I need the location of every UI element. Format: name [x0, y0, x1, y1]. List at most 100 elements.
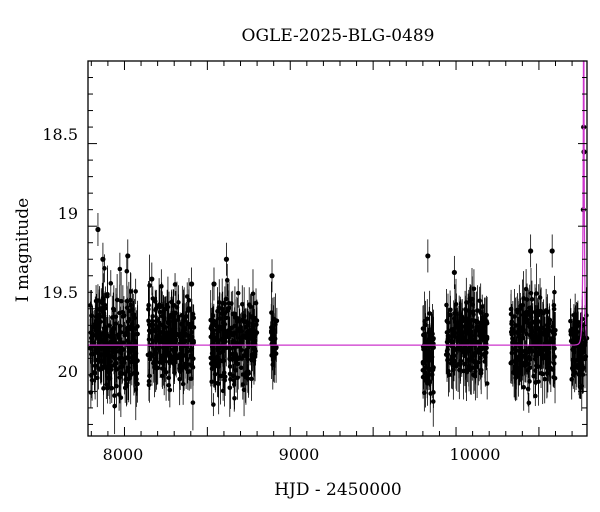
data-point	[186, 308, 191, 314]
data-point	[130, 345, 136, 351]
data-point	[446, 337, 451, 342]
data-point	[89, 313, 94, 318]
data-point	[111, 307, 117, 313]
data-point	[226, 305, 232, 311]
data-point	[176, 314, 181, 320]
data-point	[212, 371, 218, 377]
data-point	[479, 304, 485, 309]
data-point	[446, 372, 452, 378]
data-point	[99, 300, 105, 305]
data-point	[548, 336, 554, 341]
data-point	[479, 352, 485, 357]
data-point	[156, 302, 162, 307]
data-point	[420, 326, 426, 331]
data-point	[160, 361, 166, 367]
data-point	[92, 370, 97, 375]
data-point	[242, 319, 248, 325]
data-point	[112, 363, 118, 369]
data-point	[150, 323, 155, 329]
data-point	[117, 310, 123, 316]
data-point	[471, 337, 477, 343]
data-point	[522, 310, 527, 316]
data-point	[125, 253, 131, 259]
data-point	[514, 348, 519, 353]
x-axis-label: HJD - 2450000	[274, 480, 402, 500]
data-point	[484, 336, 490, 342]
y-axis-label: I magnitude	[13, 198, 33, 302]
data-point	[423, 378, 428, 383]
data-point	[124, 268, 130, 274]
data-point	[471, 286, 477, 292]
data-point	[518, 303, 523, 309]
model-curve-group	[88, 60, 588, 346]
data-point	[222, 329, 227, 335]
data-point	[527, 356, 533, 362]
data-point	[181, 325, 187, 331]
data-point	[187, 337, 193, 343]
data-point	[123, 377, 128, 382]
data-point	[128, 324, 134, 329]
y-tick-label: 18.5	[42, 125, 78, 144]
data-point	[146, 328, 152, 333]
data-point	[450, 333, 456, 339]
data-point	[463, 317, 468, 322]
y-tick-label: 20	[58, 362, 78, 381]
data-point	[230, 356, 235, 362]
data-point	[243, 324, 249, 330]
data-point	[128, 289, 134, 294]
data-point	[238, 356, 244, 361]
data-point	[134, 331, 140, 337]
data-point	[118, 330, 124, 335]
data-point	[213, 361, 218, 366]
data-point	[512, 363, 518, 369]
data-point	[175, 353, 181, 358]
data-point	[157, 338, 163, 343]
data-point	[579, 383, 585, 389]
data-point	[478, 367, 484, 373]
data-point	[128, 372, 134, 378]
data-point	[532, 309, 538, 315]
data-point	[471, 372, 477, 378]
data-point	[179, 356, 184, 362]
data-point	[533, 368, 538, 373]
data-point	[99, 366, 104, 371]
data-point	[155, 324, 160, 330]
data-point	[211, 402, 216, 407]
data-point	[538, 370, 544, 376]
data-point	[544, 370, 550, 376]
y-tick-label: 19.5	[42, 283, 78, 302]
data-point	[544, 340, 550, 345]
data-point	[527, 305, 532, 311]
data-point	[216, 381, 221, 386]
data-point	[445, 351, 451, 357]
data-point	[509, 319, 515, 324]
data-point	[527, 379, 532, 384]
data-point	[425, 253, 431, 259]
data-point	[543, 308, 549, 313]
data-point	[171, 329, 177, 335]
data-point	[167, 387, 173, 393]
data-point	[481, 329, 487, 335]
data-point	[451, 367, 456, 373]
data-point	[100, 256, 106, 262]
data-point	[170, 357, 176, 362]
data-point	[274, 318, 280, 324]
data-point	[95, 226, 101, 233]
data-point	[189, 281, 195, 287]
data-point	[108, 281, 114, 286]
data-point	[474, 326, 480, 331]
data-points	[87, 110, 590, 435]
data-point	[465, 321, 471, 327]
data-point	[112, 403, 117, 409]
data-point	[234, 315, 240, 321]
data-point	[216, 300, 222, 305]
data-point	[468, 310, 474, 315]
x-tick-label: 9000	[279, 445, 320, 464]
data-point	[88, 330, 94, 335]
data-point	[93, 328, 98, 333]
data-point	[224, 277, 230, 283]
data-point	[248, 332, 254, 338]
data-point	[575, 319, 581, 325]
data-point	[540, 330, 545, 336]
data-point	[427, 311, 432, 316]
